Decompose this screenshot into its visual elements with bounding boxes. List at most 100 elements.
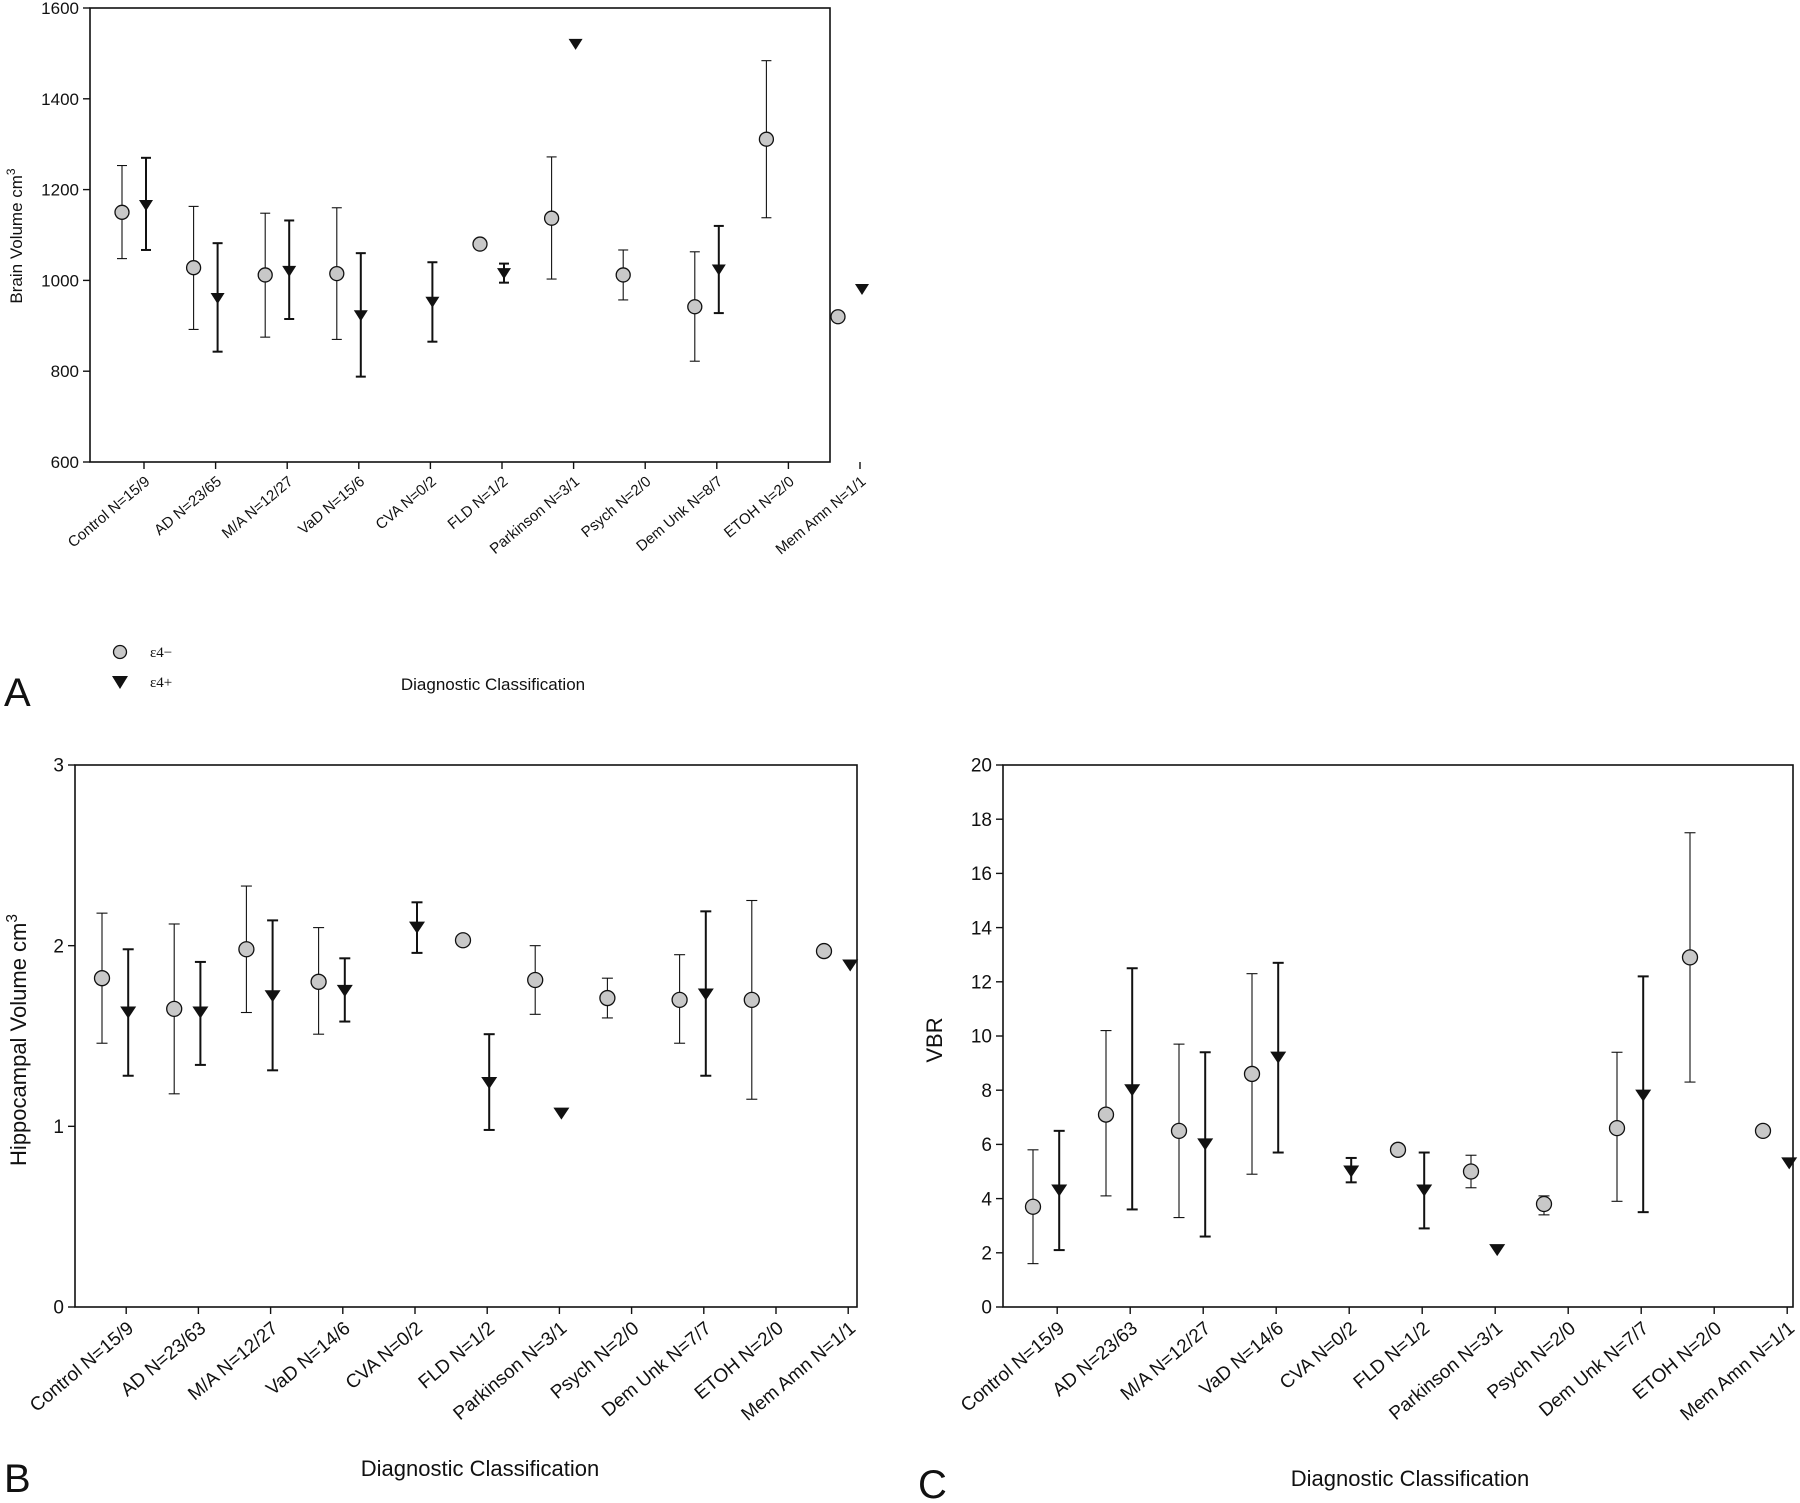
x-category-label: Control N=15/9 — [957, 1318, 1069, 1417]
x-category-label: M/A N=12/27 — [219, 473, 297, 542]
panel-letter: B — [4, 1457, 31, 1501]
x-category-label: Control N=15/9 — [65, 473, 154, 551]
data-point-triangle — [842, 959, 859, 972]
y-axis-label: Hippocampal Volume cm3 — [4, 914, 31, 1166]
y-tick-label: 4 — [981, 1189, 992, 1210]
y-axis-label-superscript: 3 — [4, 914, 21, 923]
data-point-triangle — [282, 265, 297, 277]
data-point-circle — [166, 1000, 183, 1018]
data-point-circle — [743, 991, 760, 1009]
data-point-circle — [671, 991, 688, 1009]
data-point-circle — [1535, 1195, 1553, 1213]
data-point-circle — [329, 265, 345, 282]
legend-circle-marker — [112, 644, 128, 660]
data-point-triangle — [192, 1006, 209, 1019]
data-point-triangle — [1051, 1184, 1068, 1197]
x-category-label: CVA N=0/2 — [1276, 1318, 1361, 1394]
plot-frame — [74, 764, 858, 1308]
series-e4-positive — [139, 38, 869, 378]
x-category-label: Psych N=2/0 — [578, 473, 654, 541]
data-point-triangle — [425, 296, 440, 308]
data-point-triangle — [553, 1107, 570, 1120]
data-point-triangle — [264, 990, 281, 1003]
y-axis-label-text: Brain Volume cm — [7, 175, 26, 304]
data-point-circle — [687, 299, 703, 315]
data-point-circle — [1097, 1106, 1115, 1123]
y-axis-label-text: VBR — [922, 1017, 947, 1062]
data-point-triangle — [697, 988, 714, 1001]
y-tick-label: 20 — [971, 756, 992, 777]
data-point-triangle — [1197, 1138, 1214, 1151]
x-axis-label: Diagnostic Classification — [1291, 1466, 1529, 1491]
data-point-triangle — [1635, 1089, 1652, 1102]
legend-label: ε4+ — [150, 675, 172, 691]
series-e4-negative — [93, 885, 833, 1100]
y-tick-label: 8 — [981, 1081, 992, 1102]
plot-frame — [1002, 764, 1794, 1308]
y-tick-label: 10 — [971, 1027, 992, 1048]
data-point-circle — [615, 267, 631, 283]
y-tick-label: 0 — [981, 1298, 992, 1319]
x-category-label: VaD N=15/6 — [295, 473, 368, 538]
series-e4-positive — [120, 901, 859, 1131]
data-point-circle — [114, 204, 130, 220]
data-point-circle — [238, 941, 255, 958]
y-tick-label: 14 — [971, 918, 993, 939]
y-axis-label: Brain Volume cm3 — [4, 168, 26, 304]
y-tick-label: 2 — [53, 936, 64, 957]
data-point-circle — [310, 973, 327, 990]
data-point-circle — [93, 970, 111, 987]
y-tick-label: 2 — [981, 1243, 992, 1264]
data-point-circle — [599, 989, 616, 1007]
chart-panel-a: 600 800 1000 1200 1400 1600 Control N=15/9AD N… — [4, 0, 869, 715]
data-point-triangle — [336, 984, 353, 997]
data-point-triangle — [481, 1076, 498, 1089]
data-point-circle — [185, 260, 202, 276]
legend-triangle-marker — [112, 676, 128, 689]
data-point-triangle — [210, 293, 225, 305]
data-point-circle — [1754, 1122, 1772, 1139]
x-category-label: CVA N=0/2 — [342, 1318, 427, 1394]
x-category-label: AD N=23/65 — [151, 473, 225, 539]
y-axis-label: VBR — [922, 1017, 947, 1062]
y-tick-label: 12 — [971, 972, 992, 993]
data-point-triangle — [120, 1006, 137, 1019]
data-point-triangle — [1781, 1157, 1798, 1170]
data-point-circle — [454, 932, 472, 949]
data-point-circle — [257, 267, 273, 283]
data-point-triangle — [139, 199, 153, 211]
y-axis-label-superscript: 3 — [4, 168, 18, 175]
y-tick-label: 1600 — [41, 0, 79, 18]
data-point-triangle — [855, 283, 869, 295]
y-tick-label: 18 — [971, 810, 992, 831]
x-category-label: ETOH N=2/0 — [721, 473, 798, 541]
series-e4-negative — [114, 60, 846, 362]
data-point-triangle — [1489, 1244, 1506, 1257]
data-point-circle — [815, 942, 833, 960]
y-tick-label: 1000 — [41, 271, 79, 290]
data-point-circle — [830, 309, 846, 325]
data-point-circle — [1681, 949, 1699, 966]
data-point-triangle — [497, 268, 511, 280]
data-point-circle — [543, 210, 560, 226]
data-point-triangle — [409, 921, 425, 934]
legend: ε4− ε4+ — [112, 644, 172, 691]
data-point-triangle — [568, 38, 583, 50]
plot-frame — [89, 7, 831, 463]
x-axis-label: Diagnostic Classification — [361, 1456, 599, 1481]
data-point-circle — [758, 131, 775, 147]
data-point-triangle — [1343, 1165, 1360, 1178]
y-tick-label: 1 — [53, 1117, 64, 1138]
data-point-circle — [527, 971, 544, 989]
y-tick-label: 16 — [971, 864, 992, 885]
panel-letter: A — [4, 671, 31, 715]
data-point-circle — [1608, 1119, 1626, 1137]
x-category-label: CVA N=0/2 — [372, 473, 439, 533]
data-point-circle — [472, 236, 488, 252]
data-point-circle — [1462, 1163, 1480, 1180]
x-category-label: FLD N=1/2 — [445, 473, 512, 533]
data-point-triangle — [1416, 1184, 1433, 1197]
data-point-triangle — [711, 264, 726, 276]
